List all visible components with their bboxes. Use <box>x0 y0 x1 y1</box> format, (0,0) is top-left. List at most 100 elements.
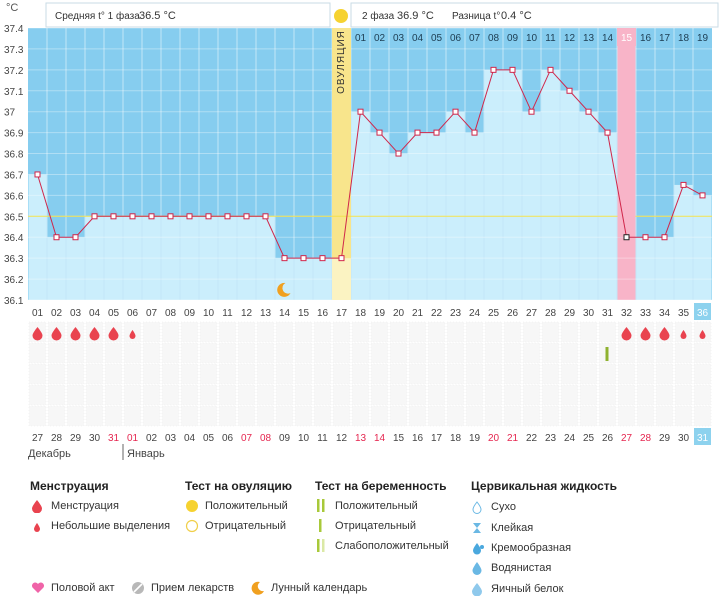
event-cell <box>465 405 484 427</box>
temperature-bar <box>674 184 693 300</box>
calendar-date-label: 12 <box>336 433 348 444</box>
temperature-point <box>661 234 668 241</box>
calendar-date-label: 05 <box>203 433 215 444</box>
temperature-point <box>395 150 402 157</box>
event-cell <box>313 384 332 406</box>
event-cell <box>275 363 294 385</box>
pill-icon <box>132 582 144 594</box>
cycle-day-label: 01 <box>32 308 44 319</box>
event-cell <box>237 342 256 364</box>
temperature-point <box>490 66 497 73</box>
cycle-day-label: 14 <box>279 308 291 319</box>
event-cell <box>161 384 180 406</box>
cycle-day-label: 25 <box>488 308 500 319</box>
event-cell <box>142 321 161 343</box>
event-cell <box>655 384 674 406</box>
event-cell <box>389 321 408 343</box>
event-cell <box>503 321 522 343</box>
event-cell <box>256 342 275 364</box>
event-cell <box>503 363 522 385</box>
cycle-day-label: 29 <box>564 308 576 319</box>
cycle-day-label: 08 <box>165 308 177 319</box>
event-cell <box>313 342 332 364</box>
legend-cervical-title: Цервикальная жидкость <box>471 479 618 493</box>
event-cell <box>465 363 484 385</box>
event-cell <box>579 405 598 427</box>
event-cell <box>370 321 389 343</box>
event-cell <box>446 363 465 385</box>
phase2-label: 2 фаза <box>362 10 395 22</box>
event-cell <box>579 384 598 406</box>
small-blood-drop-icon <box>34 523 40 532</box>
event-cell <box>180 384 199 406</box>
event-cell <box>123 384 142 406</box>
temperature-point <box>509 66 516 73</box>
cycle-day-label: 04 <box>89 308 101 319</box>
legend-ovulation-negative-item: Отрицательный <box>185 519 286 533</box>
cycle-day-label: 30 <box>583 308 595 319</box>
calendar-date-label: 29 <box>70 433 82 444</box>
cycle-day-label: 09 <box>184 308 196 319</box>
watery-drop-icon <box>472 562 482 575</box>
temperature-point <box>357 108 364 115</box>
event-cell <box>522 321 541 343</box>
event-cell <box>522 405 541 427</box>
temperature-bar <box>541 69 560 300</box>
temperature-point <box>585 108 592 115</box>
temperature-point <box>129 213 136 220</box>
dry-drop-icon <box>472 501 482 514</box>
phase2-day-number: 10 <box>526 33 538 44</box>
calendar-date-label: 29 <box>659 433 671 444</box>
phase1-summary-box <box>45 2 331 28</box>
event-cell <box>484 384 503 406</box>
temperature-point <box>699 192 706 199</box>
event-cell <box>484 321 503 343</box>
event-cell <box>180 405 199 427</box>
y-tick-label: 36.2 <box>4 275 24 286</box>
temperature-point <box>338 255 345 262</box>
cycle-day-label: 07 <box>146 308 158 319</box>
event-cell <box>256 405 275 427</box>
event-cell <box>332 384 351 406</box>
legend: Менструация Менструация Небольшие выделе… <box>0 470 720 596</box>
event-cell <box>85 405 104 427</box>
event-cell <box>294 384 313 406</box>
event-cell <box>579 342 598 364</box>
diff-value: 0.4 °C <box>501 10 532 22</box>
moon-icon <box>277 282 291 297</box>
temperature-bar <box>522 111 541 300</box>
event-cell <box>85 384 104 406</box>
legend-menstruation-item: Менструация <box>32 500 119 513</box>
event-cell <box>693 405 712 427</box>
event-cell <box>446 405 465 427</box>
event-cell <box>674 405 693 427</box>
event-cell <box>294 363 313 385</box>
cycle-day-label: 21 <box>412 308 424 319</box>
cycle-day-label: 36 <box>697 308 709 319</box>
blood-drop-icon <box>640 327 651 341</box>
event-cell <box>218 363 237 385</box>
legend-ovulation-test-title: Тест на овуляцию <box>185 479 292 493</box>
event-cell <box>598 405 617 427</box>
event-cell <box>256 363 275 385</box>
legend-pregnancy-weak-item: Слабоположительный <box>317 539 449 552</box>
temperature-bar <box>579 111 598 300</box>
temperature-bar <box>655 237 674 300</box>
highlight-column <box>617 46 636 238</box>
temperature-bar <box>199 216 218 300</box>
temperature-point <box>433 129 440 136</box>
blood-drop-icon <box>108 327 119 341</box>
event-cell <box>256 321 275 343</box>
event-cell <box>636 405 655 427</box>
event-cell <box>465 321 484 343</box>
phase2-day-number: 01 <box>355 33 367 44</box>
event-cell <box>66 384 85 406</box>
event-cell <box>275 342 294 364</box>
temperature-point <box>110 213 117 220</box>
cycle-day-label: 19 <box>374 308 386 319</box>
temperature-bar <box>66 237 85 300</box>
temperature-point <box>604 129 611 136</box>
y-tick-label: 36.9 <box>4 129 24 140</box>
event-cell <box>199 321 218 343</box>
event-cell <box>66 363 85 385</box>
